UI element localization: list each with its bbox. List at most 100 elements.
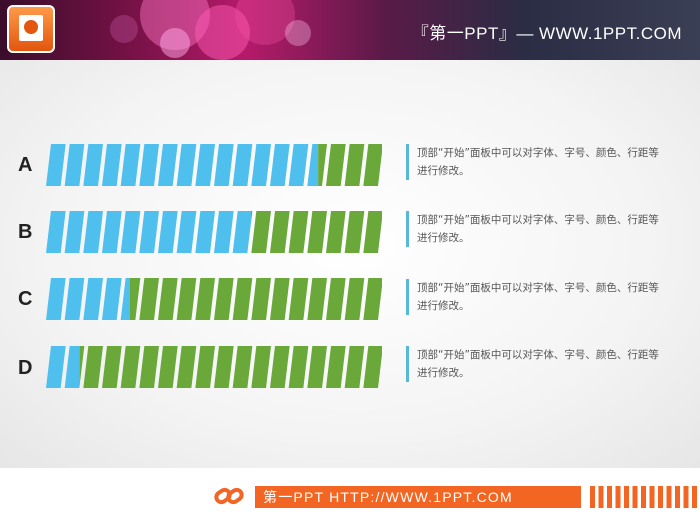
bar-a-stripe: [139, 144, 159, 186]
footer-stripe: [692, 486, 697, 508]
footer-stripes: [590, 486, 697, 508]
description-c: 顶部“开始”面板中可以对字体、字号、颜色、行距等进行修改。: [406, 279, 667, 315]
bar-a-stripe: [288, 144, 309, 186]
bar-b-stripe: [251, 211, 271, 253]
bar-d-stripe: [176, 346, 197, 388]
bar-a-stripe: [251, 144, 271, 186]
bar-a-stripe: [195, 144, 215, 186]
bar-a-stripe: [120, 144, 141, 186]
bar-d-stripe: [363, 346, 382, 388]
bar-d-stripe: [232, 346, 253, 388]
bar-c-stripe: [83, 278, 103, 320]
bar-d-stripe: [158, 346, 178, 388]
bar-c-stripe: [232, 278, 253, 320]
bar-c-stripe: [251, 278, 271, 320]
bar-b-stripe: [64, 211, 85, 253]
bar-b-stripe: [176, 211, 197, 253]
bar-d-series-b: [79, 346, 382, 388]
bar-a-stripe: [270, 144, 290, 186]
bar-c-stripe: [130, 278, 141, 320]
bar-a-stripe: [318, 144, 327, 186]
bar-a-stripe: [176, 144, 197, 186]
bar-a-stripe: [326, 144, 346, 186]
bar-b-stripe: [158, 211, 178, 253]
bar-c-stripe: [195, 278, 215, 320]
bar-c-stripe: [363, 278, 382, 320]
row-label-b: B: [18, 221, 33, 243]
bar-c-series-a: [46, 278, 130, 320]
bar-d-stripe: [64, 346, 80, 388]
bar-a-stripe: [83, 144, 103, 186]
bar-d-stripe: [46, 346, 66, 388]
footer-stripe: [683, 486, 689, 508]
bar-a-stripe: [102, 144, 122, 186]
header-banner: 『第一PPT』— WWW.1PPT.COM: [0, 0, 700, 60]
bar-c-stripe: [214, 278, 234, 320]
header-title: 『第一PPT』— WWW.1PPT.COM: [411, 24, 682, 43]
footer-stripe: [624, 486, 629, 508]
row-label-c: C: [18, 288, 33, 310]
bar-b-stripe: [270, 211, 290, 253]
bar-b-stripe: [288, 211, 309, 253]
description-d: 顶部“开始”面板中可以对字体、字号、颜色、行距等进行修改。: [406, 346, 667, 382]
ppt-logo: [7, 5, 55, 53]
bar-b-stripe: [307, 211, 327, 253]
description-a: 顶部“开始”面板中可以对字体、字号、颜色、行距等进行修改。: [406, 144, 667, 180]
footer-stripe: [658, 486, 663, 508]
bar-c-stripe: [326, 278, 346, 320]
bar-d-stripe: [195, 346, 215, 388]
footer-stripe: [598, 486, 604, 508]
bar-d-stripe: [120, 346, 141, 388]
link-icon: [214, 487, 244, 505]
row-label-a: A: [18, 154, 33, 176]
bar-a-stripe: [363, 144, 382, 186]
footer-stripe: [649, 486, 655, 508]
bar-b-stripe: [250, 211, 253, 223]
bar-b-stripe: [102, 211, 122, 253]
bar-b-stripe: [344, 211, 365, 253]
bar-b-stripe: [195, 211, 215, 253]
bar-b-stripe: [120, 211, 141, 253]
bar-c-stripe: [288, 278, 309, 320]
bar-b-stripe: [214, 211, 234, 253]
footer-url: 第一PPT HTTP://WWW.1PPT.COM: [255, 486, 581, 508]
bar-c-stripe: [102, 278, 122, 320]
bar-c-stripe: [270, 278, 290, 320]
bar-track-d: [46, 346, 382, 388]
bar-d-stripe: [214, 346, 234, 388]
bar-track-a: [46, 144, 382, 186]
bar-d-series-a: [46, 346, 80, 388]
footer-stripe: [666, 486, 672, 508]
bar-a-stripe: [307, 144, 319, 186]
footer-stripe: [641, 486, 646, 508]
bar-c-stripe: [307, 278, 327, 320]
footer-stripe: [607, 486, 612, 508]
bar-c-stripe: [158, 278, 178, 320]
bar-a-series-b: [318, 144, 382, 186]
bar-b-series-a: [46, 211, 251, 253]
bar-b-stripe: [363, 211, 382, 253]
bar-d-stripe: [288, 346, 309, 388]
bar-a-series-a: [46, 144, 319, 186]
bar-track-c: [46, 278, 382, 320]
bar-b-stripe: [326, 211, 346, 253]
bar-d-stripe: [270, 346, 290, 388]
bar-c-stripe: [64, 278, 85, 320]
bar-a-stripe: [214, 144, 234, 186]
bar-b-series-b: [250, 211, 382, 253]
bar-d-stripe: [139, 346, 159, 388]
bar-c-stripe: [344, 278, 365, 320]
bar-b-stripe: [232, 211, 251, 253]
bar-a-stripe: [232, 144, 253, 186]
bar-b-stripe: [83, 211, 103, 253]
bar-d-stripe: [307, 346, 327, 388]
footer-stripe: [632, 486, 638, 508]
bar-b-stripe: [46, 211, 66, 253]
footer-stripe: [615, 486, 621, 508]
chart-area: A B C D 顶部“开始”面板中可以对字体、字号、颜色、行距等进行修改。 顶部…: [0, 60, 700, 468]
footer-stripe: [590, 486, 595, 508]
bar-a-stripe: [46, 144, 66, 186]
bar-c-stripe: [176, 278, 197, 320]
description-b: 顶部“开始”面板中可以对字体、字号、颜色、行距等进行修改。: [406, 211, 667, 247]
bar-d-stripe: [251, 346, 271, 388]
